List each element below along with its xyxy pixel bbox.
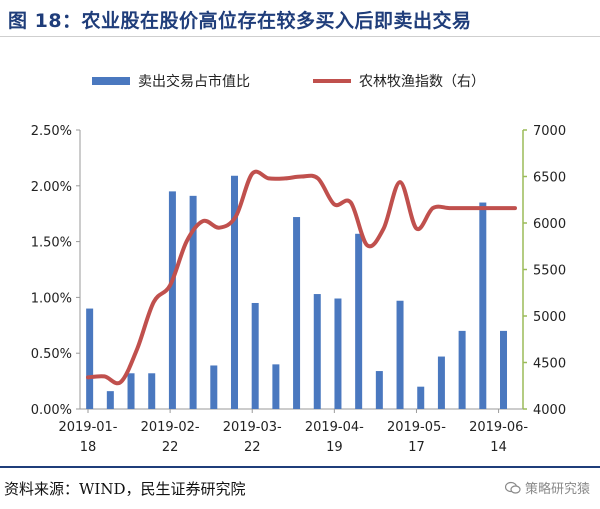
- x-axis-tick-label: 2019-01-18: [58, 420, 117, 455]
- legend-label-line: 农林牧渔指数（右）: [359, 74, 485, 90]
- bar: [334, 298, 342, 409]
- left-axis-tick-label: 0.50%: [31, 347, 72, 362]
- legend: 卖出交易占市值比 农林牧渔指数（右）: [92, 73, 485, 90]
- footer-divider: [0, 466, 600, 468]
- bar: [168, 191, 176, 409]
- bar: [458, 330, 466, 409]
- bar: [417, 386, 425, 409]
- bar: [148, 373, 156, 409]
- bar: [210, 365, 218, 409]
- left-axis-tick-label: 2.50%: [31, 124, 72, 139]
- bar: [230, 175, 238, 409]
- bar: [272, 364, 280, 409]
- right-axis: 4000 4500 5000 5500 6000 6500 7000: [522, 124, 566, 418]
- right-axis-tick-label: 4500: [533, 357, 566, 372]
- x-axis-tick-label: 2019-04-19: [305, 420, 364, 455]
- bar: [396, 300, 404, 409]
- x-axis-tick-label: 2019-02-22: [141, 420, 200, 455]
- watermark-text: 策略研究猿: [524, 482, 590, 497]
- bar: [375, 371, 383, 409]
- legend-label-bars: 卖出交易占市值比: [138, 73, 250, 90]
- x-axis-tick-label: 2019-06-14: [469, 420, 528, 455]
- wechat-icon: [504, 481, 521, 494]
- left-axis-tick-label: 1.00%: [31, 291, 72, 306]
- x-axis-tick-label: 2019-03-22: [223, 420, 282, 455]
- watermark: 策略研究猿: [504, 478, 590, 497]
- bar: [106, 391, 114, 409]
- left-axis-tick-label: 2.00%: [31, 180, 72, 195]
- x-axis: 2019-01-18 2019-02-22 2019-03-22 2019-04-19…: [58, 408, 528, 455]
- left-axis-tick-label: 1.50%: [31, 236, 72, 251]
- bar: [86, 308, 94, 409]
- right-axis-tick-label: 7000: [533, 124, 566, 139]
- bar: [355, 233, 363, 409]
- bar: [293, 217, 301, 409]
- left-axis-tick-label: 0.00%: [31, 403, 72, 418]
- x-axis-tick-label: 2019-05-17: [387, 420, 446, 455]
- source-note: 资料来源：WIND，民生证券研究院: [4, 480, 246, 498]
- legend-swatch-bars: [92, 77, 130, 85]
- right-axis-tick-label: 5500: [533, 264, 566, 279]
- left-axis: 0.00% 0.50% 1.00% 1.50% 2.00% 2.50%: [31, 124, 81, 418]
- title-divider: [0, 36, 600, 37]
- right-axis-tick-label: 6000: [533, 217, 566, 232]
- figure-title: 图 18：农业股在股价高位存在较多买入后即卖出交易: [8, 10, 472, 32]
- bar: [251, 302, 259, 409]
- bar: [437, 356, 445, 409]
- bar-series: [86, 175, 508, 409]
- bar: [500, 330, 508, 409]
- bar: [127, 373, 135, 409]
- right-axis-tick-label: 5000: [533, 310, 566, 325]
- right-axis-tick-label: 6500: [533, 171, 566, 186]
- chart: 卖出交易占市值比 农林牧渔指数（右） 0.00% 0.50% 1.00% 1.50% 2…: [31, 73, 566, 455]
- bar: [189, 195, 197, 409]
- bar: [313, 294, 321, 409]
- bar: [479, 202, 487, 409]
- right-axis-tick-label: 4000: [533, 403, 566, 418]
- line-series: [86, 169, 517, 386]
